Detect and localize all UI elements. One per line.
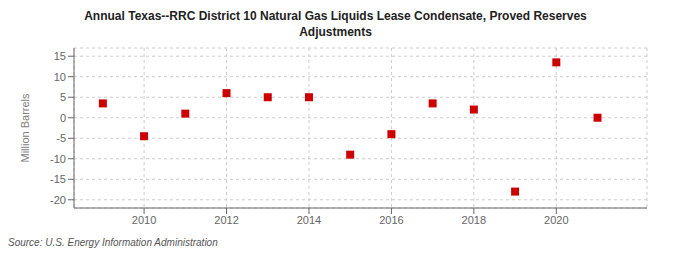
svg-text:2018: 2018: [462, 214, 486, 226]
html-text:Adjustments: Adjustments: [299, 25, 372, 39]
svg-text:2014: 2014: [297, 214, 321, 226]
svg-text:2010: 2010: [132, 214, 156, 226]
svg-text:0: 0: [60, 112, 66, 124]
svg-text:5: 5: [60, 91, 66, 103]
svg-text:Million Barrels: Million Barrels: [19, 93, 31, 163]
svg-text:15: 15: [54, 50, 66, 62]
svg-text:-15: -15: [50, 173, 66, 185]
svg-text:-10: -10: [50, 153, 66, 165]
svg-text:2012: 2012: [214, 214, 238, 226]
svg-text:-5: -5: [56, 132, 66, 144]
html-text:Annual Texas--RRC District 10: Annual Texas--RRC District 10 Natural Ga…: [84, 9, 587, 23]
html-text:Source: U.S. Energy Informatio: Source: U.S. Energy Information Administ…: [8, 237, 218, 248]
svg-text:2020: 2020: [544, 214, 568, 226]
svg-text:-20: -20: [50, 194, 66, 206]
svg-text:10: 10: [54, 71, 66, 83]
svg-text:2016: 2016: [379, 214, 403, 226]
